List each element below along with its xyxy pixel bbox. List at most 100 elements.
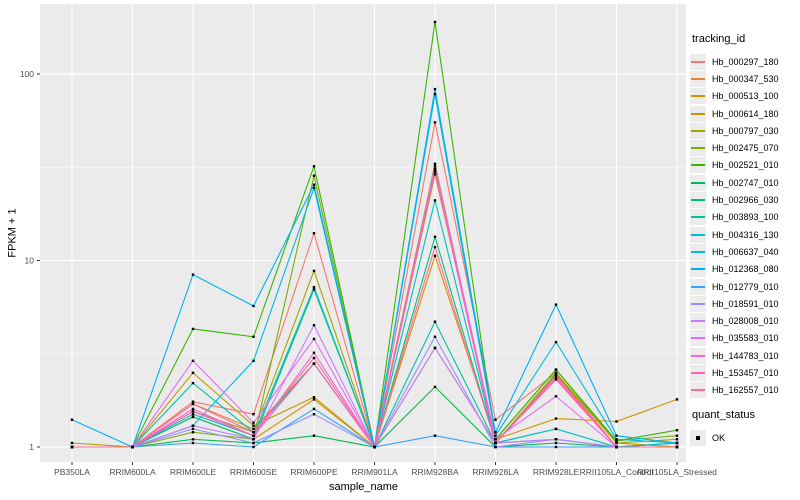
legend-key-box: [690, 122, 706, 139]
data-point: [252, 335, 255, 338]
data-point: [433, 199, 437, 202]
legend-title-tracking-id: tracking_id: [692, 33, 746, 45]
x-tick-label: RRII105LA_Stressed: [637, 467, 717, 477]
data-point: [191, 410, 195, 413]
data-point: [675, 441, 679, 445]
data-point: [494, 441, 497, 445]
data-point: [494, 431, 497, 434]
legend-key-box: [690, 364, 706, 381]
data-point: [554, 303, 558, 306]
data-point: [433, 92, 437, 96]
data-point: [433, 121, 437, 124]
legend-item-label: Hb_162557_010: [712, 385, 779, 396]
data-point: [554, 378, 558, 381]
legend-key-line-icon: [691, 302, 705, 305]
legend-key-line-icon: [691, 129, 705, 132]
data-point: [433, 235, 437, 238]
legend-item-label: Hb_002521_010: [712, 160, 779, 171]
data-point: [494, 438, 497, 441]
legend-key-line-icon: [691, 337, 705, 340]
x-tick-label: RRIM901LA: [351, 467, 398, 477]
legend-item-label: Hb_003893_100: [712, 212, 779, 223]
legend-item-ok: OK: [690, 429, 800, 446]
legend-key-line-icon: [691, 164, 705, 167]
x-tick-label: RRIM600LE: [170, 467, 217, 477]
data-point: [312, 362, 316, 365]
y-tick-label: 100: [20, 69, 34, 79]
data-point: [252, 431, 255, 434]
legend-key-line-icon: [691, 389, 705, 392]
data-point: [312, 174, 316, 177]
legend-item: Hb_002966_030: [690, 191, 800, 209]
data-point: [191, 402, 195, 406]
x-tick-label: RRIM600LA: [109, 467, 156, 477]
legend-item-label: Hb_035583_010: [712, 333, 779, 344]
x-tick-label: RRIM928LE: [533, 467, 580, 477]
data-point: [252, 424, 255, 427]
data-point: [191, 413, 195, 416]
legend-item-label: Hb_004316_130: [712, 229, 779, 240]
data-point: [70, 445, 74, 449]
data-point: [433, 385, 437, 389]
data-point: [312, 337, 316, 341]
legend-item-label: Hb_144783_010: [712, 350, 779, 361]
legend-key-line-icon: [691, 181, 705, 184]
data-point: [433, 434, 437, 437]
legend-item-label: Hb_002475_070: [712, 143, 779, 154]
legend-item: Hb_012779_010: [690, 278, 800, 295]
legend-key-box: [690, 382, 706, 399]
data-point: [252, 304, 255, 308]
data-point: [615, 441, 618, 445]
legend-item: Hb_002475_070: [690, 139, 800, 157]
y-tick-label: 10: [25, 256, 35, 266]
data-point: [191, 400, 195, 403]
data-point: [433, 87, 437, 91]
data-point: [252, 441, 255, 445]
data-point: [312, 285, 316, 289]
data-point: [433, 335, 437, 338]
legend-item-label: Hb_028008_010: [712, 316, 779, 327]
legend-item: Hb_018591_010: [690, 295, 800, 312]
legend-item-label: Hb_002747_010: [712, 177, 779, 188]
data-point: [252, 413, 255, 416]
legend-item: Hb_035583_010: [690, 330, 800, 347]
data-point: [252, 427, 255, 431]
legend-key-line-icon: [691, 95, 705, 98]
data-point: [554, 441, 558, 445]
data-point: [191, 371, 195, 374]
data-point: [312, 324, 316, 327]
data-point: [191, 327, 195, 331]
data-point: [554, 376, 558, 379]
legend-item-label: Hb_012779_010: [712, 281, 779, 292]
data-point: [191, 438, 195, 441]
data-point: [312, 186, 316, 190]
legend-key-line-icon: [691, 216, 705, 219]
data-point: [312, 351, 316, 354]
data-point: [312, 396, 316, 399]
data-point: [615, 439, 618, 442]
data-point: [615, 420, 618, 423]
data-point: [494, 445, 497, 449]
data-point: [191, 427, 195, 431]
legend-items: Hb_000297_180 Hb_000347_530 Hb_000513_100 H…: [690, 53, 800, 399]
legend-item: Hb_162557_010: [690, 382, 800, 399]
data-point: [191, 359, 195, 362]
legend-key-box: [690, 70, 706, 87]
x-tick-label: RRIM600PE: [290, 467, 338, 477]
data-point: [675, 429, 679, 432]
legend-key-line-icon: [691, 60, 705, 63]
data-point: [191, 424, 195, 427]
data-point: [252, 359, 255, 362]
legend-title-quant-status: quant_status: [692, 408, 755, 421]
legend-key-box: [690, 53, 706, 70]
legend-key-box: [690, 140, 706, 157]
legend-item: Hb_153457_010: [690, 364, 800, 381]
legend-key-box: [690, 347, 706, 364]
legend-quant-status: quant_status OK: [690, 409, 800, 446]
panel-background: [40, 4, 686, 462]
x-axis-title: sample_name: [328, 481, 399, 493]
data-point: [554, 340, 558, 344]
x-tick-label: RRIM928BA: [411, 467, 459, 477]
point-square-icon: [696, 435, 700, 440]
